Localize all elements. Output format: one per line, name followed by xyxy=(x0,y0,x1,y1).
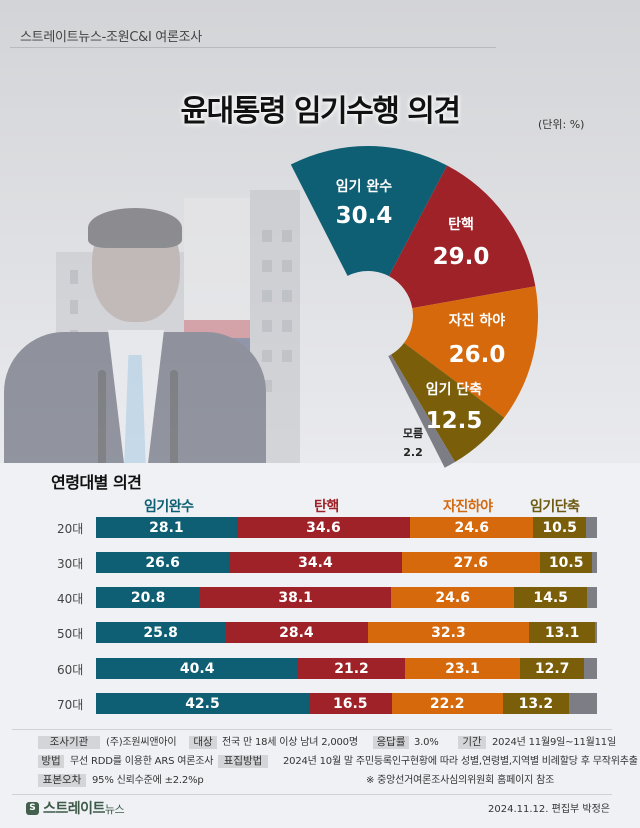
bar-seg-resign: 27.6 xyxy=(401,552,540,573)
fan-slice-resign xyxy=(404,286,538,418)
label-org: 조사기관 xyxy=(38,736,100,749)
bar-seg-impeach: 21.2 xyxy=(298,658,405,679)
logo-icon: S xyxy=(26,801,39,815)
fan-value: 12.5 xyxy=(426,408,483,434)
divider xyxy=(12,729,612,730)
value-method: 무선 RDD를 이용한 ARS 여론조사 xyxy=(70,756,214,767)
bar-seg-impeach: 28.4 xyxy=(225,622,368,643)
bar-seg-shorten-term: 13.1 xyxy=(529,622,595,643)
bar-seg-shorten-term: 13.2 xyxy=(502,693,569,714)
table-row: 20대 28.1 34.6 24.6 10.5 xyxy=(0,517,640,538)
bar-seg-unknown xyxy=(583,658,597,679)
value-target: 전국 만 18세 이상 남녀 2,000명 xyxy=(222,737,358,748)
fan-label: 임기 단축 xyxy=(426,381,483,398)
row-label: 40대 xyxy=(57,592,84,606)
president-photo xyxy=(0,150,300,463)
table-row: 60대 40.4 21.2 23.1 12.7 xyxy=(0,658,640,679)
bar-seg-unknown xyxy=(594,622,597,643)
fan-slice-unknown xyxy=(388,354,455,468)
stacked-bar: 25.8 28.4 32.3 13.1 xyxy=(96,622,597,643)
label-response: 응답률 xyxy=(373,736,409,749)
row-label: 70대 xyxy=(57,698,84,712)
source-label: 스트레이트뉴스-조원C&I 여론조사 xyxy=(20,30,202,45)
bar-seg-complete-term: 26.6 xyxy=(96,552,230,573)
fan-slice-complete-term xyxy=(290,146,448,277)
bar-seg-shorten-term: 10.5 xyxy=(539,552,593,573)
fan-value: 2.2 xyxy=(403,446,423,459)
logo: S 스트레이트뉴스 xyxy=(26,798,125,818)
stacked-bar: 26.6 34.4 27.6 10.5 xyxy=(96,552,597,573)
bar-seg-complete-term: 40.4 xyxy=(96,658,299,679)
bar-seg-complete-term: 25.8 xyxy=(96,622,226,643)
bar-seg-unknown xyxy=(586,587,597,608)
bar-seg-resign: 24.6 xyxy=(391,587,515,608)
row-label: 50대 xyxy=(57,627,84,641)
value-org: (주)조원씨앤아이 xyxy=(106,737,177,748)
fan-slice-impeach xyxy=(388,165,536,309)
bar-seg-shorten-term: 10.5 xyxy=(533,517,586,538)
stacked-bar: 28.1 34.6 24.6 10.5 xyxy=(96,517,597,538)
bar-seg-impeach: 34.4 xyxy=(229,552,402,573)
bar-seg-unknown xyxy=(592,552,597,573)
bar-seg-impeach: 38.1 xyxy=(200,587,392,608)
label-method: 방법 xyxy=(38,755,64,768)
bar-seg-impeach: 34.6 xyxy=(236,517,411,538)
bar-seg-complete-term: 28.1 xyxy=(96,517,237,538)
bar-seg-resign: 22.2 xyxy=(391,693,503,714)
fan-label: 자진 하야 xyxy=(449,312,506,329)
label-period: 기간 xyxy=(458,736,486,749)
label-error: 표본오차 xyxy=(38,774,86,787)
age-section-title: 연령대별 의견 xyxy=(51,473,142,492)
value-response: 3.0% xyxy=(414,737,439,748)
unit-label: (단위: %) xyxy=(538,118,585,131)
row-label: 30대 xyxy=(57,557,84,571)
divider xyxy=(10,47,496,48)
fan-value: 30.4 xyxy=(336,203,393,229)
table-row: 40대 20.8 38.1 24.6 14.5 xyxy=(0,587,640,608)
stacked-bar: 20.8 38.1 24.6 14.5 xyxy=(96,587,597,608)
fan-chart: 임기 완수 30.4 탄핵 29.0 자진 하야 26.0 임기 단축 12.5모름 2.2 xyxy=(290,146,538,468)
page-title: 윤대통령 임기수행 의견 xyxy=(180,94,461,129)
fan-value: 26.0 xyxy=(449,342,506,368)
value-error: 95% 신뢰수준에 ±2.2%p xyxy=(92,775,204,786)
bar-seg-unknown xyxy=(568,693,597,714)
bar-seg-shorten-term: 14.5 xyxy=(514,587,587,608)
row-label: 20대 xyxy=(57,522,84,536)
logo-sub: 뉴스 xyxy=(104,803,125,816)
legend-impeach: 탄핵 xyxy=(314,499,339,515)
fan-label: 임기 완수 xyxy=(336,179,393,195)
table-row: 70대 42.5 16.5 22.2 13.2 xyxy=(0,693,640,714)
fan-value: 29.0 xyxy=(433,244,490,270)
legend-shorten-term: 임기단축 xyxy=(530,499,580,515)
row-label: 60대 xyxy=(57,663,84,677)
divider xyxy=(12,794,612,795)
fan-label: 탄핵 xyxy=(448,216,474,233)
legend-complete-term: 임기완수 xyxy=(144,499,194,515)
value-period: 2024년 11월9일~11월11일 xyxy=(492,737,616,748)
fan-label: 모름 xyxy=(403,427,423,440)
bar-seg-impeach: 16.5 xyxy=(308,693,392,714)
credit: 2024.11.12. 편집부 박정은 xyxy=(488,804,610,815)
table-row: 30대 26.6 34.4 27.6 10.5 xyxy=(0,552,640,573)
bar-seg-resign: 24.6 xyxy=(410,517,534,538)
table-row: 50대 25.8 28.4 32.3 13.1 xyxy=(0,622,640,643)
legend-resign: 자진하야 xyxy=(443,499,493,515)
bar-seg-resign: 32.3 xyxy=(367,622,530,643)
bar-seg-complete-term: 20.8 xyxy=(96,587,201,608)
note: ※ 중앙선거여론조사심의위원회 홈페이지 참조 xyxy=(366,775,555,786)
stacked-bar: 40.4 21.2 23.1 12.7 xyxy=(96,658,597,679)
bar-seg-shorten-term: 12.7 xyxy=(520,658,584,679)
bar-seg-complete-term: 42.5 xyxy=(96,693,309,714)
stacked-bar: 42.5 16.5 22.2 13.2 xyxy=(96,693,597,714)
label-sampling: 표집방법 xyxy=(218,755,268,768)
fan-slice-shorten-term xyxy=(391,342,505,463)
bar-seg-unknown xyxy=(585,517,597,538)
logo-text: 스트레이트 xyxy=(43,801,105,817)
value-sampling: 2024년 10월 말 주민등록인구현황에 따라 성별,연령별,지역별 비례할당… xyxy=(283,756,638,767)
label-target: 대상 xyxy=(189,736,217,749)
bar-seg-resign: 23.1 xyxy=(404,658,521,679)
